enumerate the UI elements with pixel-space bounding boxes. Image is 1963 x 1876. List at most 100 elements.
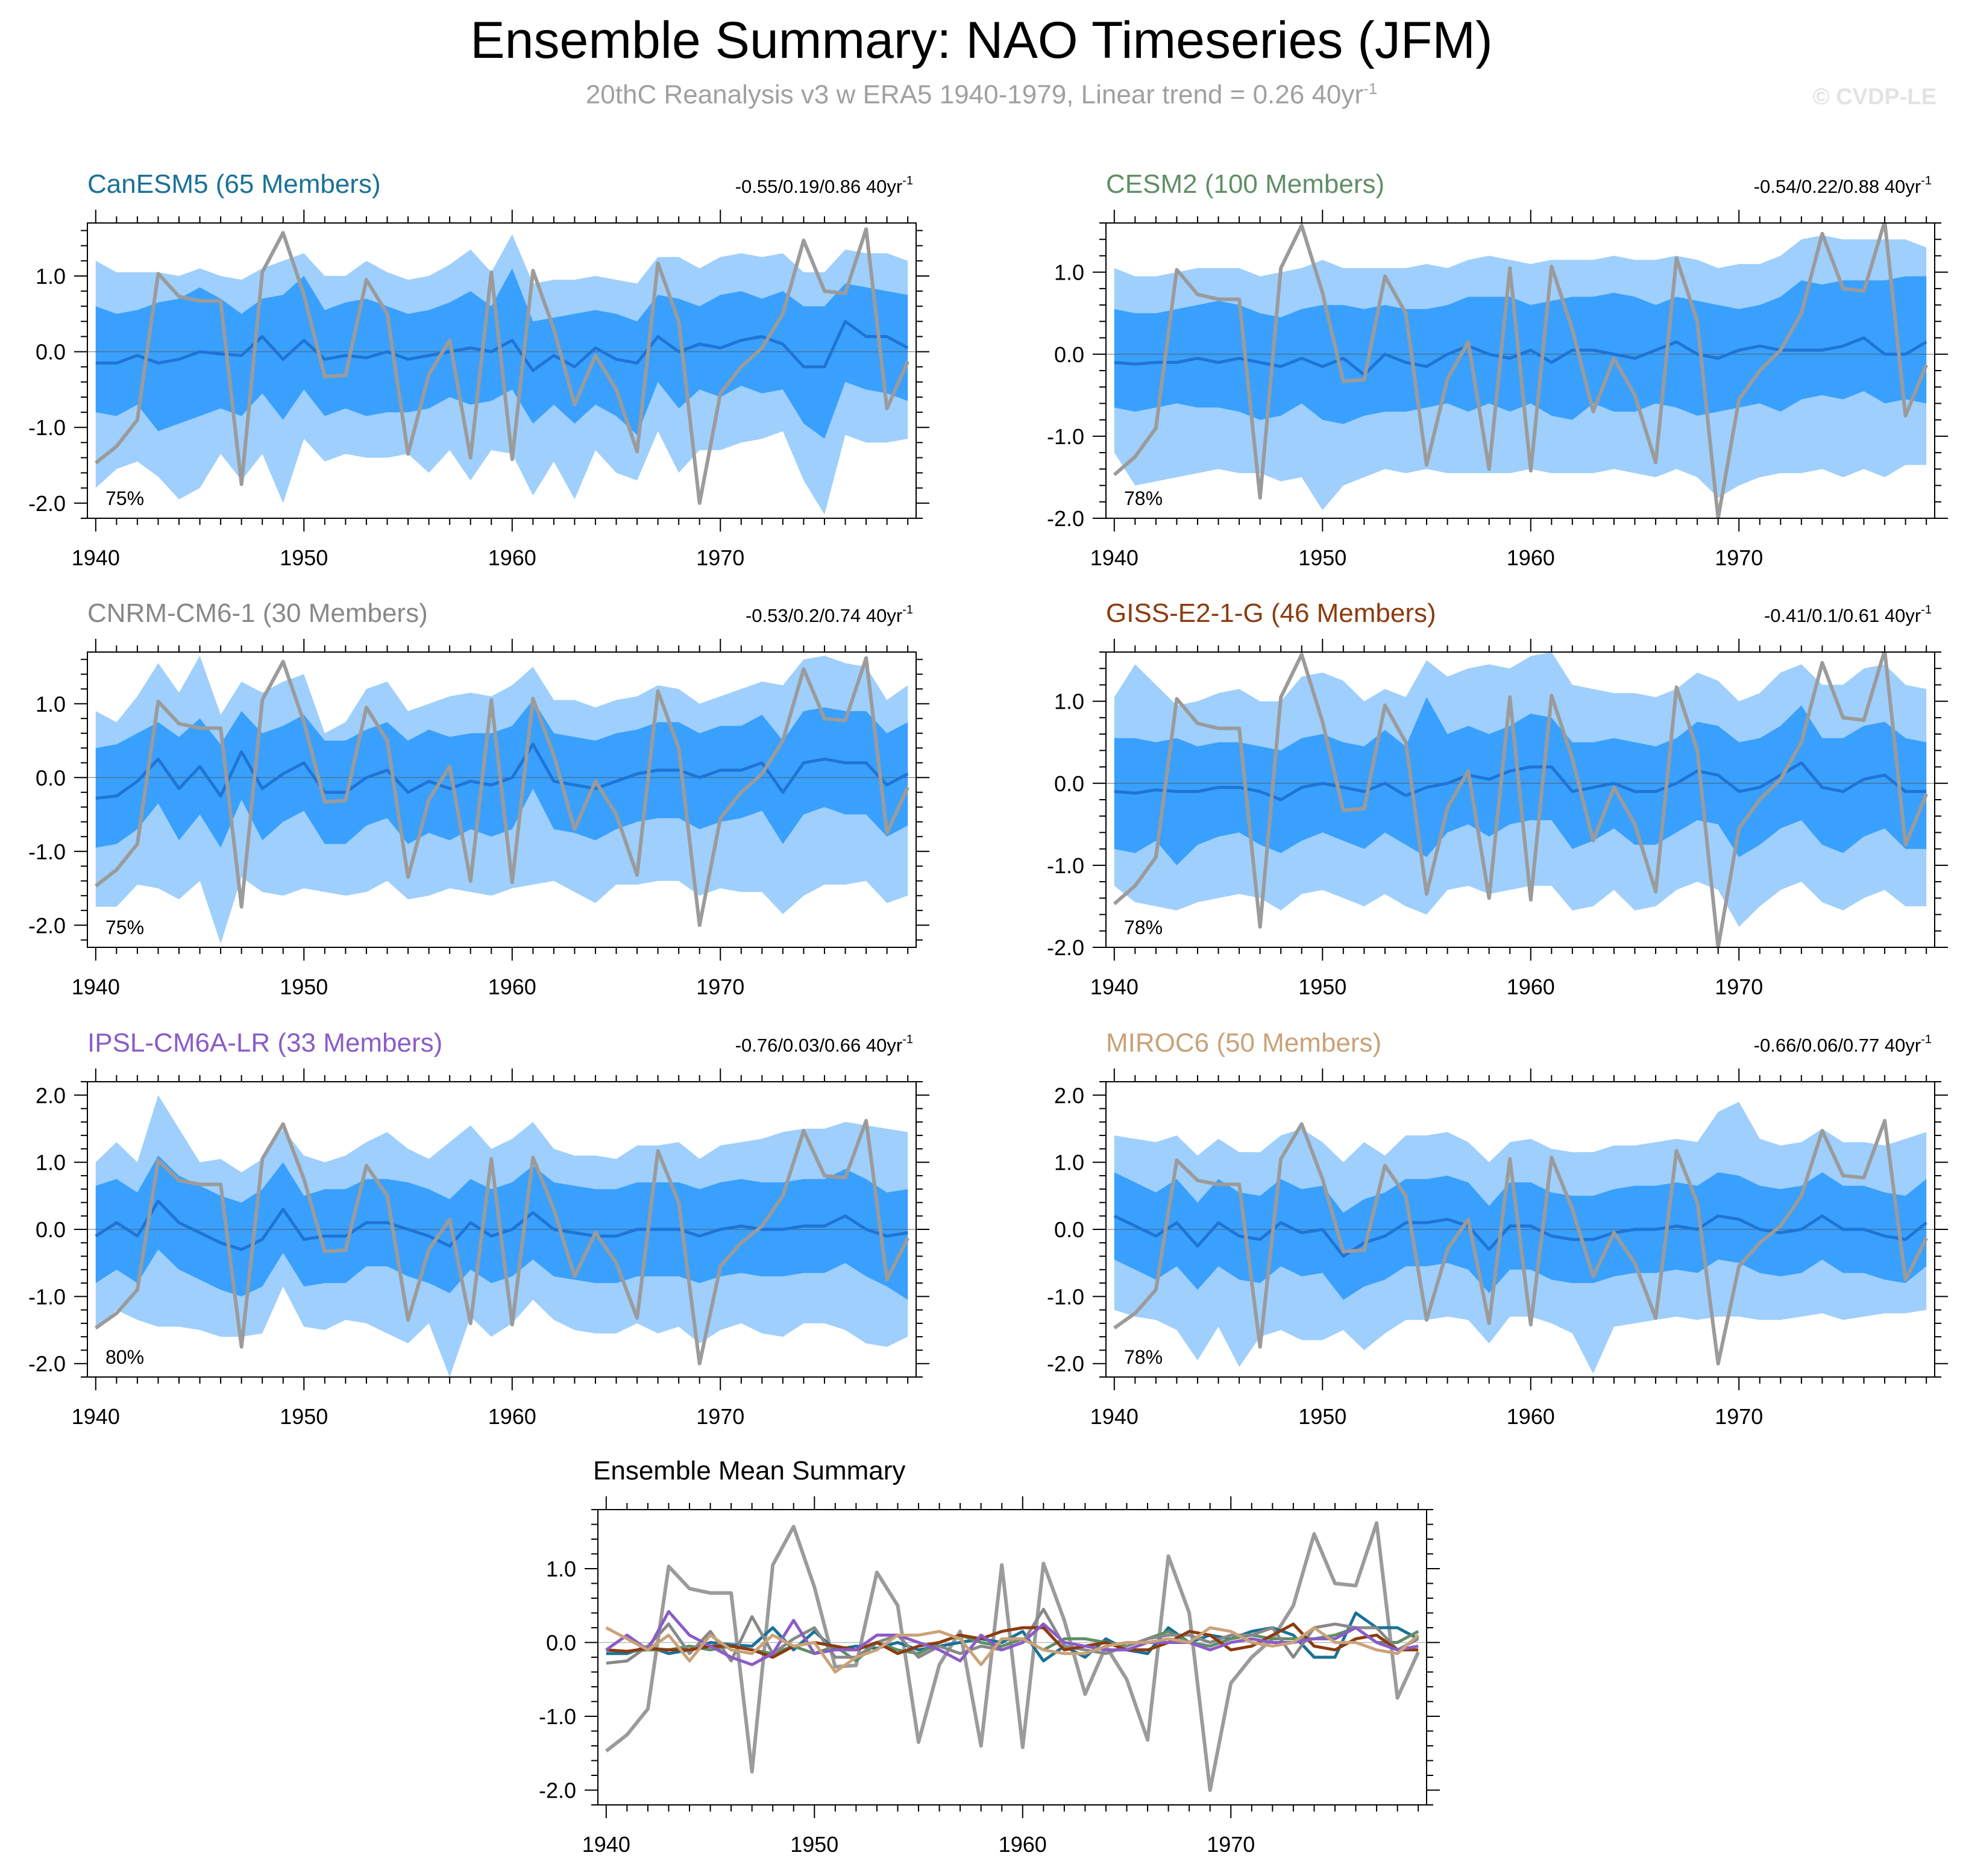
observed-line [1113, 223, 1928, 518]
panel-axis-xtick-label: 1940 [72, 974, 120, 999]
summary-axis-ytick-label: -1.0 [539, 1704, 576, 1729]
panel-axis-xtick-label: 1960 [488, 974, 536, 999]
panel-axis-xtick-label: 1950 [280, 1404, 328, 1429]
panel-title: GISS-E2-1-G (46 Members) [1106, 598, 1436, 628]
panel-trend-value: -0.76/0.03/0.66 40yr [735, 1035, 902, 1056]
panel-percent: 75% [105, 917, 144, 938]
summary-axis-xtick-label: 1940 [582, 1832, 630, 1857]
panel-title: CNRM-CM6-1 (30 Members) [87, 598, 428, 628]
ensemble-mean-line [1114, 761, 1927, 802]
observed-line [94, 227, 909, 505]
summary-axis-xtick-label: 1970 [1207, 1832, 1255, 1857]
panel-percent: 75% [105, 488, 144, 509]
panel-6: 1940 1950 1960 1970 2.0 1.0 0.0 -1.0 -2.0 MIROC6 … [1047, 1028, 1948, 1429]
summary-model-line-5 [605, 1610, 1419, 1666]
panel-title: CESM2 (100 Members) [1106, 169, 1384, 199]
panel-title: MIROC6 (50 Members) [1106, 1028, 1381, 1058]
panel-axis-ytick-label: 0.0 [36, 340, 66, 365]
summary-model-line-4 [606, 1622, 1419, 1659]
panel-axis-xtick-label: 1940 [1090, 1404, 1139, 1429]
panel-plot-area [87, 656, 916, 944]
panel-trend-value: -0.66/0.06/0.77 40yr [1754, 1035, 1921, 1056]
panel-trend-text: -0.54/0.22/0.88 40yr-1 [1754, 174, 1932, 197]
panel-axis-ytick-label: -1.0 [28, 1284, 66, 1309]
panel-trend-superscript: -1 [1921, 174, 1932, 187]
panel-axis-ytick-label: -1.0 [1047, 1284, 1084, 1309]
panel-trend-value: -0.55/0.19/0.86 40yr [735, 176, 902, 197]
inner-band [95, 700, 908, 848]
panel-plot-area [1106, 1102, 1935, 1374]
summary-axis-xtick-label: 1950 [790, 1832, 838, 1857]
panel-axis-ytick-label: 1.0 [36, 1150, 66, 1175]
panel-percent: 78% [1124, 917, 1163, 938]
observed-line [1113, 652, 1928, 947]
panel-4: 1940 1950 1960 1970 1.0 0.0 -1.0 -2.0 GISS-E2-1-… [1047, 598, 1948, 999]
panel-percent: 78% [1124, 1346, 1163, 1368]
panel-axis-xtick-label: 1970 [1715, 974, 1763, 999]
panel-axis-xtick-label: 1970 [1715, 545, 1763, 570]
panel-trend-superscript: -1 [902, 603, 913, 616]
panel-axis-xtick-label: 1960 [488, 1404, 536, 1429]
panel-5: 1940 1950 1960 1970 2.0 1.0 0.0 -1.0 -2.0 IPSL-CM… [28, 1028, 929, 1429]
panel-trend-value: -0.53/0.2/0.74 40yr [746, 605, 902, 626]
panel-axis-ytick-label: 1.0 [36, 692, 66, 717]
panel-axis-ytick-label: 0.0 [1054, 1217, 1084, 1242]
panel-axis-ytick-label: 2.0 [1054, 1083, 1084, 1108]
panel-axis-ytick-label: 1.0 [1054, 260, 1084, 285]
panel-axis-ytick-label: 1.0 [36, 264, 66, 289]
panel-axis-ytick-label: -1.0 [28, 839, 66, 864]
panel-trend-superscript: -1 [902, 174, 913, 187]
panel-plot-area [87, 1095, 916, 1377]
summary-title: Ensemble Mean Summary [593, 1456, 905, 1485]
panel-axis-ytick-label: -1.0 [1047, 424, 1084, 449]
panel-axis-xtick-label: 1970 [696, 974, 744, 999]
summary-plot-area [598, 1521, 1427, 1792]
panel-trend-superscript: -1 [1921, 1033, 1932, 1046]
panel-trend-text: -0.41/0.1/0.61 40yr-1 [1764, 603, 1932, 626]
panel-axis-frame [87, 651, 917, 948]
panel-axis-xtick-label: 1950 [1298, 974, 1346, 999]
panel-trend-text: -0.66/0.06/0.77 40yr-1 [1754, 1033, 1932, 1056]
subtitle-text: 20thC Reanalysis v3 w ERA5 1940-1979, Li… [585, 80, 1364, 110]
panel-2: 1940 1950 1960 1970 1.0 0.0 -1.0 -2.0 CESM2 (100… [1047, 169, 1948, 570]
panel-percent: 80% [105, 1346, 144, 1368]
panel-trend-value: -0.54/0.22/0.88 40yr [1754, 176, 1921, 197]
panel-axis-ytick-label: 2.0 [36, 1083, 66, 1108]
panel-axis-ytick-label: -2.0 [28, 1352, 66, 1376]
panel-axis-ytick-label: 0.0 [1054, 342, 1084, 367]
main-title: Ensemble Summary: NAO Timeseries (JFM) [470, 11, 1493, 69]
observed-line [94, 656, 909, 927]
panel-trend-text: -0.55/0.19/0.86 40yr-1 [735, 174, 913, 197]
panel-axis-ytick-label: 1.0 [1054, 689, 1084, 714]
panel-3: 1940 1950 1960 1970 1.0 0.0 -1.0 -2.0 CNRM-CM6-1… [28, 598, 929, 999]
panel-axis-xtick-label: 1950 [280, 974, 328, 999]
panel-axis-xtick-label: 1960 [1507, 1404, 1555, 1429]
panel-title: IPSL-CM6A-LR (33 Members) [87, 1028, 442, 1058]
summary-model-line-1 [606, 1611, 1419, 1663]
panel-axis-ytick-label: -1.0 [28, 415, 66, 440]
panel-trend-superscript: -1 [1921, 603, 1932, 616]
panel-axis-ytick-label: 1.0 [1054, 1150, 1084, 1175]
observed-line [95, 1118, 909, 1366]
panel-axis-xtick-label: 1940 [1090, 974, 1139, 999]
panel-axis-ytick-label: -2.0 [1047, 935, 1084, 960]
panel-axis-ytick-label: -2.0 [28, 913, 66, 938]
subtitle-superscript: -1 [1363, 80, 1378, 98]
panel-trend-text: -0.53/0.2/0.74 40yr-1 [746, 603, 913, 626]
panel-axis-xtick-label: 1950 [1298, 1404, 1346, 1429]
panel-axis-xtick-label: 1960 [488, 545, 536, 570]
panel-axis-xtick-label: 1970 [696, 1404, 744, 1429]
panel-axis-ytick-label: -1.0 [1047, 853, 1084, 878]
panel-axis-ytick-label: -2.0 [1047, 506, 1084, 531]
summary-axis-xtick-label: 1960 [999, 1832, 1047, 1857]
panel-axis-ytick-label: 0.0 [36, 1217, 66, 1242]
panel-trend-text: -0.76/0.03/0.66 40yr-1 [735, 1033, 913, 1056]
summary-model-line-6 [605, 1626, 1419, 1674]
panel-axis-xtick-label: 1950 [1298, 545, 1346, 570]
panel-axis-ytick-label: -2.0 [1047, 1352, 1084, 1376]
summary-observed-line [605, 1521, 1420, 1792]
panel-axis-xtick-label: 1940 [72, 1404, 120, 1429]
watermark: © CVDP-LE [1812, 84, 1936, 110]
panel-axis-frame [87, 222, 917, 519]
